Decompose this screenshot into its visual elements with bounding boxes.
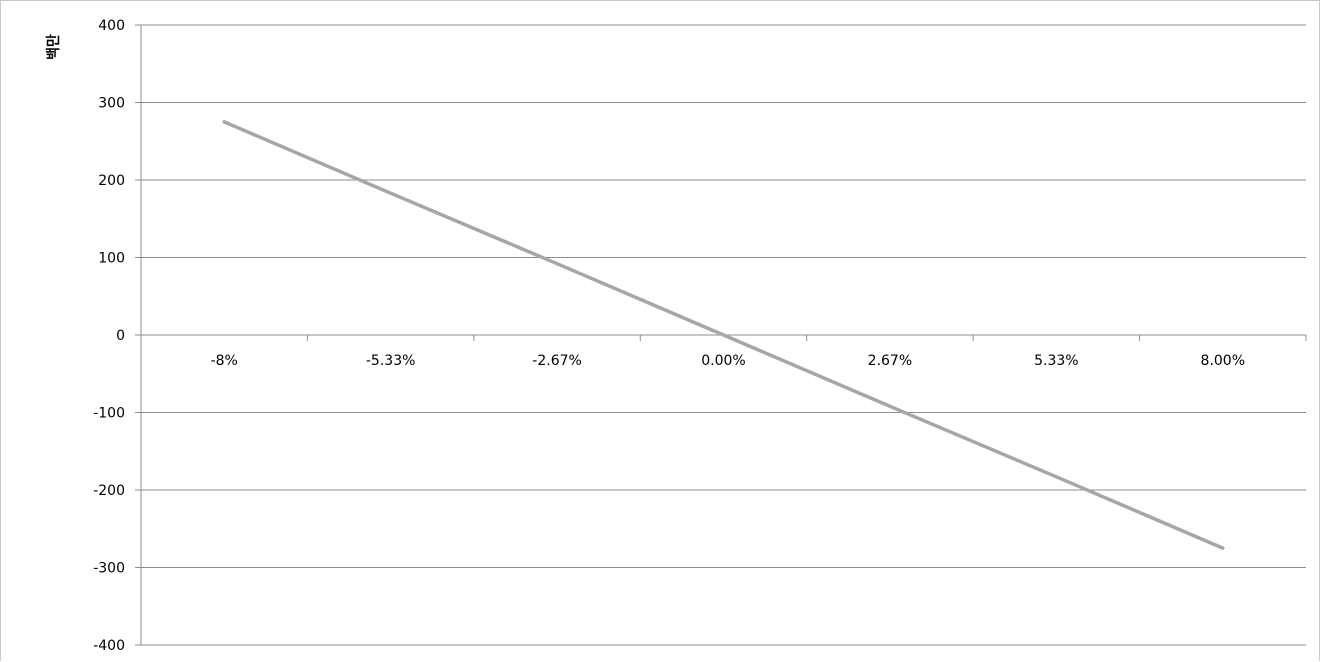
- y-tick-label: 200: [98, 173, 125, 189]
- y-tick-label: -300: [93, 561, 125, 577]
- y-tick-label: -200: [93, 483, 125, 499]
- x-tick-label: 0.00%: [701, 353, 745, 369]
- y-tick-label: 100: [98, 251, 125, 267]
- y-tick-label: 0: [116, 328, 125, 344]
- x-tick-label: -5.33%: [366, 353, 416, 369]
- y-tick-label: -400: [93, 638, 125, 654]
- y-tick-label: 400: [98, 18, 125, 34]
- y-axis: 400 300 200 100 0 -100 -200 -300 -400: [93, 18, 142, 654]
- x-tick-label: 2.67%: [868, 353, 912, 369]
- x-tick-label: 8.00%: [1201, 353, 1245, 369]
- y-axis-title: 백만: [46, 34, 62, 60]
- series-layer: [222, 120, 1225, 550]
- series-line: [222, 120, 1225, 550]
- y-tick-label: 300: [98, 96, 125, 112]
- y-tick-label: -100: [93, 406, 125, 422]
- x-tick-label: -2.67%: [532, 353, 582, 369]
- x-axis: -8% -5.33% -2.67% 0.00% 2.67% 5.33% 8.00%: [140, 335, 1307, 369]
- x-tick-label: -8%: [211, 353, 238, 369]
- x-tick-label: 5.33%: [1034, 353, 1078, 369]
